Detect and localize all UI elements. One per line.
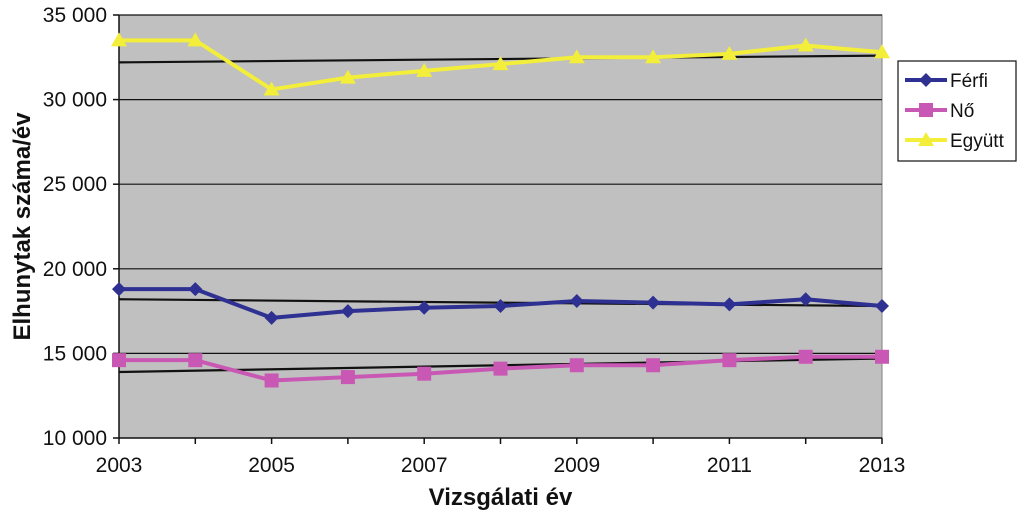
data-point [797, 37, 814, 52]
y-tick-label: 25 000 [43, 173, 107, 196]
data-point [646, 358, 661, 373]
data-point [875, 299, 889, 314]
data-point [112, 282, 126, 297]
data-point [568, 49, 585, 64]
data-point [264, 373, 279, 388]
x-tick-label: 2011 [707, 454, 752, 477]
data-point [721, 45, 738, 60]
data-point [569, 358, 584, 373]
data-point [493, 299, 508, 314]
data-point [798, 292, 813, 307]
data-point [416, 62, 433, 77]
series-layer [111, 32, 890, 388]
data-point [264, 310, 279, 325]
data-point [188, 353, 203, 368]
data-point [798, 349, 813, 364]
legend-item-férfi: Férfi [905, 71, 988, 92]
data-point [339, 69, 356, 84]
data-point [569, 293, 584, 308]
data-point [722, 297, 737, 312]
series-együtt [111, 32, 890, 96]
data-point [875, 349, 889, 364]
series-nő [112, 349, 889, 388]
data-point [340, 370, 355, 385]
data-point [340, 304, 355, 319]
data-point [492, 56, 509, 71]
legend: Férfi Nő Együtt [897, 60, 1017, 162]
data-point [493, 361, 508, 376]
data-point [111, 32, 127, 47]
data-point [188, 282, 203, 297]
legend-item-együtt: Együtt [905, 131, 1005, 152]
data-point [919, 73, 933, 87]
y-tick-label: 20 000 [43, 258, 107, 281]
legend-label: Férfi [950, 71, 988, 92]
x-axis-title: Vizsgálati év [429, 484, 573, 511]
tick-labels: 10 000 15 000 20 000 25 000 30 000 35 000 2003… [43, 4, 906, 477]
gridlines [119, 14, 882, 354]
legend-item-nő: Nő [905, 101, 974, 122]
data-point [874, 44, 890, 59]
y-tick-label: 30 000 [43, 89, 107, 112]
data-point [919, 103, 933, 117]
data-point [112, 353, 126, 368]
y-tick-label: 35 000 [43, 4, 107, 27]
data-point [646, 295, 661, 310]
legend-label: Együtt [950, 131, 1005, 152]
data-point [918, 132, 934, 146]
series-férfi [112, 282, 889, 325]
x-tick-label: 2003 [96, 454, 143, 477]
legend-label: Nő [950, 101, 974, 122]
y-axis-title: Elhunytak száma/év [9, 112, 36, 341]
data-point [187, 32, 204, 47]
data-point [722, 353, 737, 368]
data-point [263, 81, 280, 96]
data-point [417, 300, 432, 315]
y-tick-label: 15 000 [43, 342, 107, 365]
x-tick-label: 2007 [401, 454, 448, 477]
data-point [417, 366, 432, 381]
y-tick-label: 10 000 [43, 427, 107, 450]
x-tick-label: 2009 [553, 454, 600, 477]
x-tick-label: 2013 [859, 454, 906, 477]
data-point [645, 49, 662, 64]
x-tick-label: 2005 [248, 454, 295, 477]
